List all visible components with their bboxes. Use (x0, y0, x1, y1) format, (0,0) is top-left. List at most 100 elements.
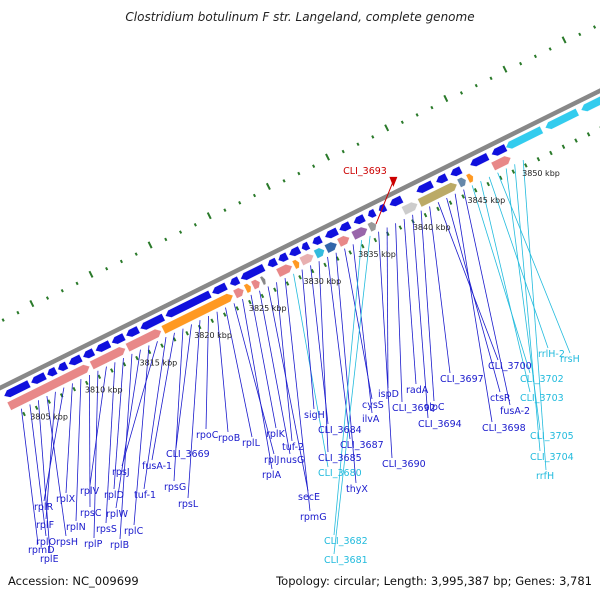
gc-tick (206, 212, 212, 220)
gene-label: CLI_3681 (324, 555, 368, 566)
gene-block (490, 155, 512, 171)
gc-tick (356, 142, 360, 147)
gene-label: CLI_3690 (382, 459, 426, 470)
highlight-marker[interactable]: CLI_3693 (343, 166, 398, 225)
gene-block (456, 177, 467, 188)
gene-label: rrsH (560, 354, 580, 365)
label-leader (284, 277, 311, 512)
label-leader (267, 286, 309, 492)
label-leader (233, 303, 275, 455)
gene-label: rpsG (164, 482, 186, 493)
gene-arrow (389, 195, 404, 207)
scale-label: 3815 kbp (140, 358, 178, 367)
gene-label: fusA-1 (142, 461, 172, 472)
scale-tick (273, 287, 277, 292)
gc-skew-ticks (1, 25, 597, 322)
gc-tick (443, 94, 449, 103)
gene-label: CLI_3702 (520, 374, 564, 385)
gene-label: rplJ (264, 455, 279, 466)
scale-tick (72, 386, 77, 392)
gc-tick (400, 120, 404, 125)
gene-label: rplA (262, 470, 282, 481)
scale-tick (461, 194, 465, 199)
gene-arrow (57, 361, 69, 372)
gc-tick (179, 230, 183, 234)
gene-label: rrlH-2 (538, 349, 565, 360)
scale-tick (348, 250, 353, 255)
label-leader (46, 395, 67, 537)
gc-tick (561, 36, 567, 44)
label-leader (250, 294, 277, 429)
gene-block (243, 283, 252, 294)
label-leader (242, 299, 273, 470)
label-leader (386, 227, 389, 389)
scale-tick (22, 411, 26, 417)
gc-tick (119, 259, 123, 264)
map-title: Clostridium botulinum F str. Langeland, … (125, 10, 475, 24)
label-leader (378, 231, 393, 459)
gene-arrow (435, 172, 449, 184)
highlight-leader (375, 180, 394, 225)
gene-arrow (164, 290, 213, 318)
scale-label: 3825 kbp (249, 304, 287, 313)
gc-tick (384, 124, 390, 132)
accession-text: Accession: NC_009699 (8, 574, 139, 588)
gene-arrow-rna (505, 125, 544, 150)
gene-arrows[interactable] (3, 73, 600, 411)
gene-label: CLI_3680 (318, 468, 362, 479)
gene-arrow (30, 371, 48, 385)
gene-arrow (415, 180, 435, 194)
gene-label: rpsS (96, 524, 117, 535)
gene-label: ispD (378, 389, 399, 400)
label-leader (115, 349, 141, 509)
gc-tick (325, 153, 330, 161)
gene-label: cysS (362, 400, 384, 411)
label-leader (93, 370, 99, 539)
gene-arrow (288, 245, 302, 257)
gc-tick (60, 288, 64, 293)
label-leader (352, 244, 373, 414)
gene-label: rpmD (28, 545, 55, 556)
gc-tick (312, 164, 316, 168)
gene-arrow (111, 332, 127, 345)
scale-label: 3810 kbp (85, 385, 123, 394)
gene-label: CLI_3698 (482, 423, 526, 434)
scale-tick (172, 337, 177, 342)
label-leader (497, 172, 571, 354)
scale-label: 3845 kbp (468, 196, 506, 205)
label-leader (113, 358, 124, 490)
scale-tick (398, 225, 403, 230)
label-leader (471, 185, 531, 374)
gene-label: rplB (110, 540, 129, 551)
label-leader (20, 408, 39, 545)
label-leader (420, 210, 435, 402)
gc-tick (1, 318, 5, 322)
gene-label: rpoC (196, 430, 219, 441)
scale-tick (260, 293, 265, 299)
gene-arrow (95, 339, 112, 353)
label-leader (514, 164, 541, 452)
scale-label: 3805 kbp (30, 412, 68, 421)
label-leader (121, 341, 158, 467)
gc-tick (252, 193, 257, 198)
scale-tick (47, 399, 51, 404)
scale-tick (524, 163, 528, 168)
label-leader (173, 328, 184, 482)
label-leader (318, 261, 329, 453)
scale-tick (436, 206, 440, 212)
gene-block (232, 287, 245, 299)
gene-block (401, 201, 418, 216)
label-leader (105, 362, 116, 524)
gene-arrow-rna (580, 96, 600, 112)
scale-tick (486, 181, 490, 187)
scale-tick (511, 169, 516, 174)
label-leader (403, 219, 417, 385)
label-leader (454, 193, 493, 423)
scale-tick (310, 268, 315, 274)
label-leader (151, 332, 175, 461)
gene-label: rplV (80, 486, 100, 497)
gene-label: CLI_3694 (418, 419, 462, 430)
scale-tick (323, 262, 327, 268)
